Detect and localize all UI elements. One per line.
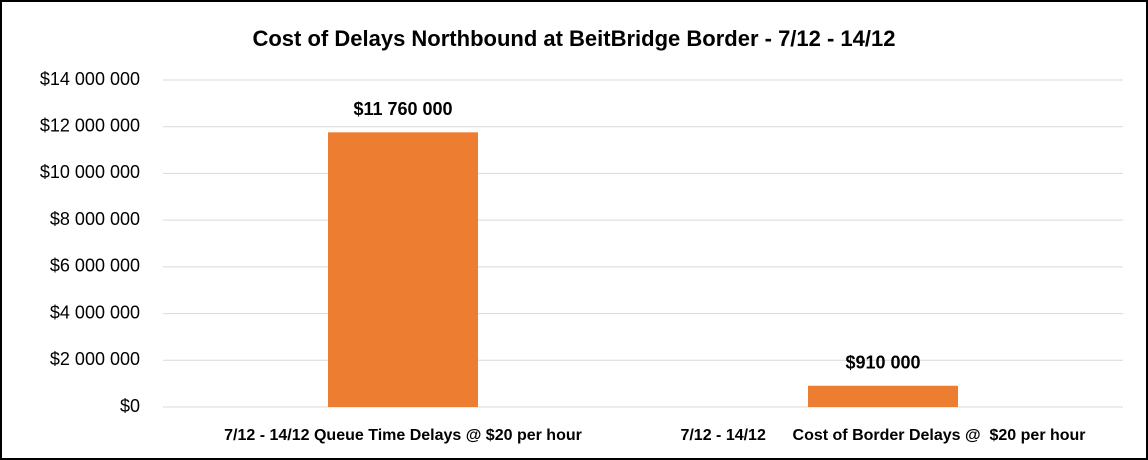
value-label: $11 760 000 <box>353 99 452 119</box>
chart-title: Cost of Delays Northbound at BeitBridge … <box>252 26 895 51</box>
y-tick-label: $8 000 000 <box>50 209 140 229</box>
bar <box>328 132 478 407</box>
y-tick-label: $4 000 000 <box>50 302 140 322</box>
y-tick-label: $6 000 000 <box>50 256 140 276</box>
y-tick-label: $10 000 000 <box>40 162 140 182</box>
value-label: $910 000 <box>845 352 920 372</box>
bar <box>808 385 958 407</box>
x-tick-label: 7/12 - 14/12 Cost of Border Delays @ $20… <box>680 427 1085 444</box>
y-tick-label: $14 000 000 <box>40 69 140 89</box>
x-tick-label: 7/12 - 14/12 Queue Time Delays @ $20 per… <box>224 427 582 444</box>
y-tick-label: $12 000 000 <box>40 115 140 135</box>
y-tick-label: $2 000 000 <box>50 349 140 369</box>
y-tick-label: $0 <box>120 396 140 416</box>
